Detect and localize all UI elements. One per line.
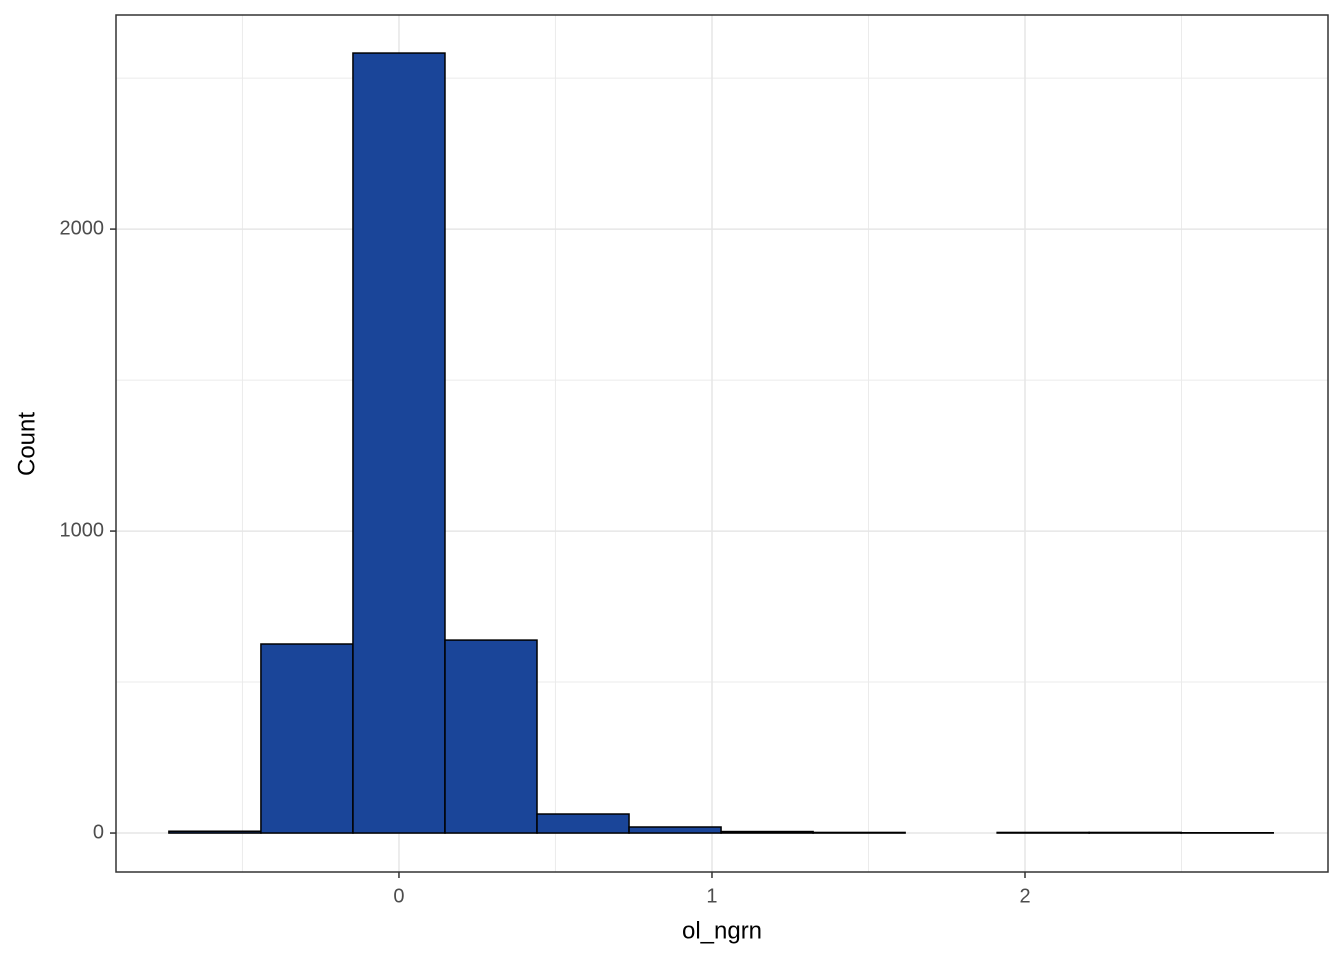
x-tick-label: 2 xyxy=(1019,885,1030,907)
x-axis-title: ol_ngrn xyxy=(682,917,762,944)
bar xyxy=(536,813,630,834)
bar xyxy=(720,830,814,834)
y-tick-label: 1000 xyxy=(60,519,105,541)
x-tick-label: 0 xyxy=(393,885,404,907)
bar xyxy=(444,639,538,834)
bar xyxy=(1088,831,1182,834)
panel-border xyxy=(115,14,1329,873)
x-tick-label: 1 xyxy=(706,885,717,907)
bar xyxy=(352,52,446,834)
y-tick-label: 2000 xyxy=(60,217,105,239)
bar xyxy=(168,830,262,834)
bar xyxy=(812,831,906,834)
bar xyxy=(628,826,722,834)
bar xyxy=(996,831,1090,834)
y-axis-title: Count xyxy=(13,412,40,476)
y-tick-label: 0 xyxy=(93,821,104,843)
bar xyxy=(260,643,354,834)
